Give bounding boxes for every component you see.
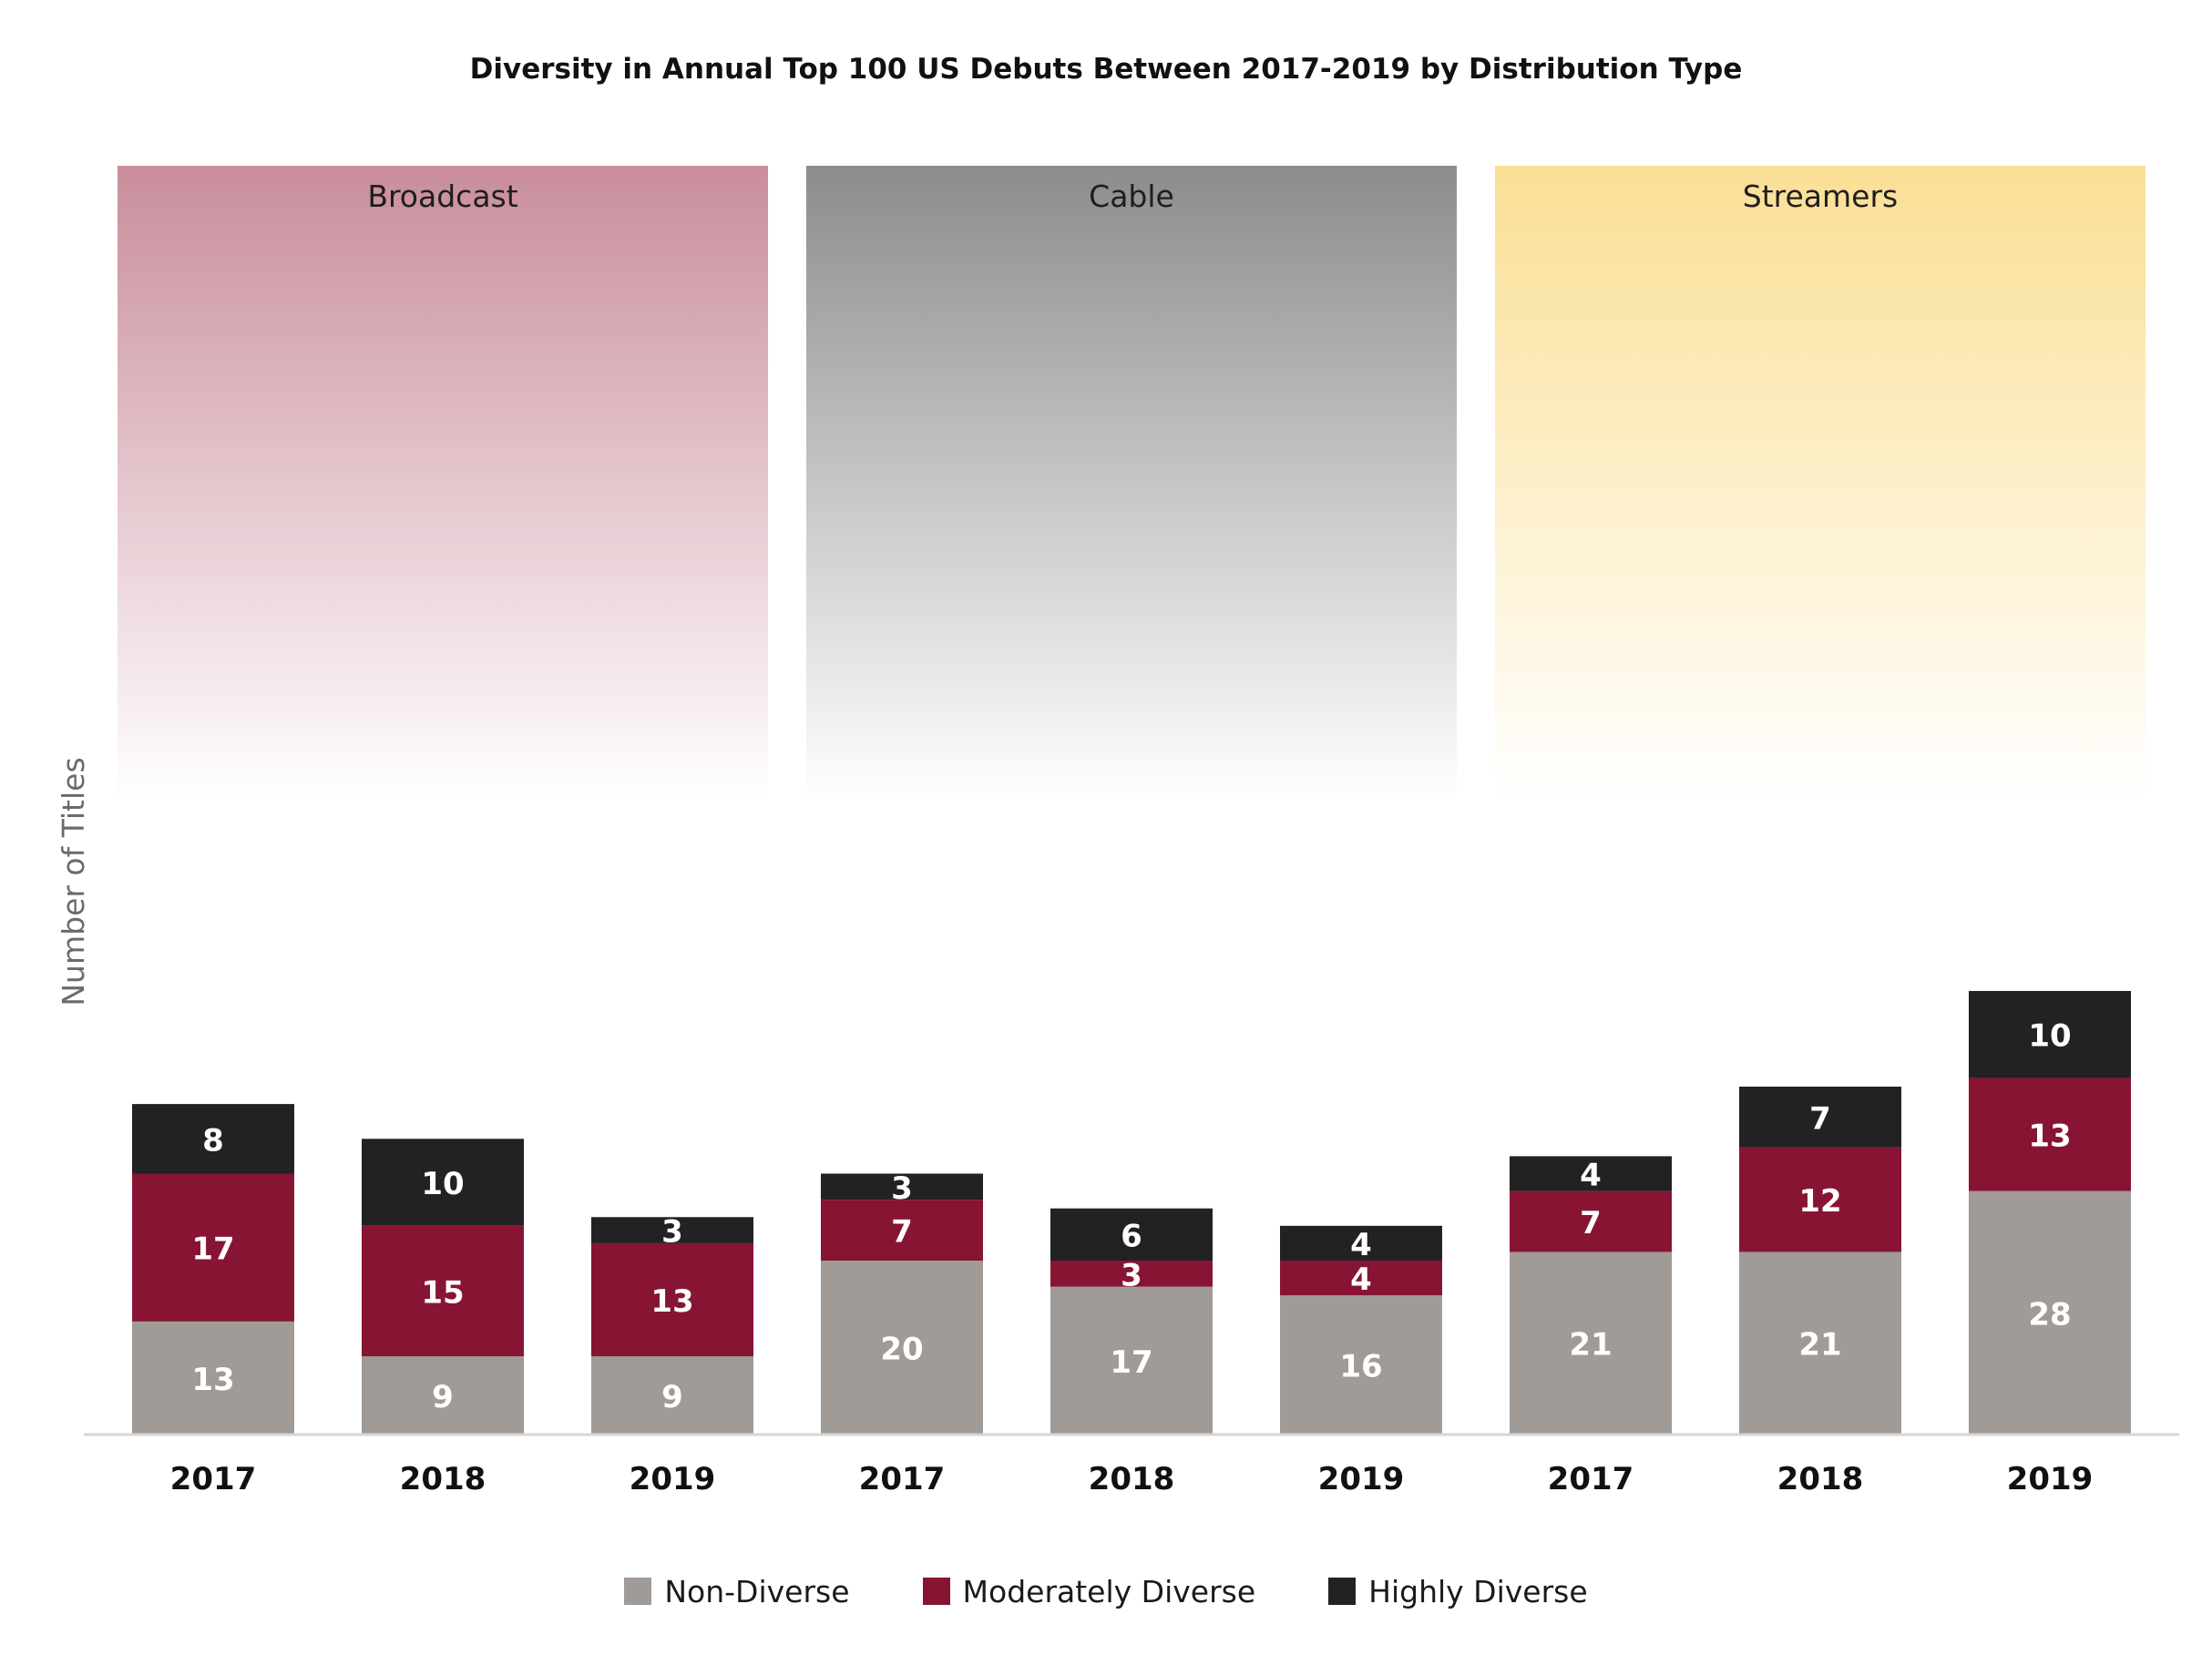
bar-segment-moderately-diverse <box>1050 1261 1213 1287</box>
bar-segment-highly-diverse <box>1280 1225 1442 1261</box>
data-label: 3 <box>661 1214 683 1251</box>
bar-segment-moderately-diverse <box>132 1173 294 1322</box>
data-label: 7 <box>1809 1100 1831 1137</box>
legend-label: Moderately Diverse <box>962 1573 1256 1609</box>
bar-segment-highly-diverse <box>132 1104 294 1174</box>
legend-item-moderately-diverse: Moderately Diverse <box>922 1573 1256 1609</box>
group-background-streamers <box>1495 166 2145 802</box>
data-label: 3 <box>891 1170 913 1207</box>
x-tick-label: 2019 <box>630 1461 716 1497</box>
bar-segment-highly-diverse <box>1050 1208 1213 1261</box>
data-label: 9 <box>661 1379 683 1415</box>
bar-segment-moderately-diverse <box>1739 1147 1901 1252</box>
bar-segment-moderately-diverse <box>1280 1261 1442 1296</box>
group-background-cable <box>806 166 1457 802</box>
x-tick-label: 2018 <box>1777 1461 1864 1497</box>
bar-segment-non-diverse <box>132 1321 294 1435</box>
data-label: 16 <box>1339 1349 1382 1385</box>
x-tick-label: 2018 <box>1089 1461 1175 1497</box>
bar-segment-highly-diverse <box>1739 1087 1901 1148</box>
data-label: 9 <box>432 1379 454 1415</box>
group-label-cable: Cable <box>1089 179 1174 214</box>
bar-segment-non-diverse <box>1510 1251 1672 1435</box>
data-label: 13 <box>2028 1119 2071 1155</box>
data-label: 15 <box>421 1274 464 1311</box>
data-label: 20 <box>880 1332 923 1368</box>
legend-swatch <box>922 1578 950 1605</box>
bar-segment-highly-diverse <box>821 1173 983 1200</box>
legend-swatch <box>624 1578 652 1605</box>
bar-segment-non-diverse <box>821 1261 983 1435</box>
bar-segment-moderately-diverse <box>591 1242 753 1357</box>
x-tick-labels: 2017 2018 2019 2017 2018 2019 2017 2018 2019 <box>170 1461 2094 1497</box>
bar-segment-moderately-diverse <box>821 1200 983 1261</box>
chart-title: Diversity in Annual Top 100 US Debuts Be… <box>469 53 1743 86</box>
group-backgrounds: Broadcast Cable Streamers <box>118 166 2145 802</box>
legend-label: Highly Diverse <box>1368 1573 1588 1609</box>
data-label: 7 <box>1580 1205 1602 1241</box>
data-label: 4 <box>1580 1158 1602 1194</box>
x-tick-label: 2019 <box>2007 1461 2094 1497</box>
bar-segment-non-diverse <box>362 1356 524 1435</box>
bar-segment-moderately-diverse <box>1510 1190 1672 1252</box>
bar-segment-non-diverse <box>591 1356 753 1435</box>
data-label: 10 <box>421 1166 464 1202</box>
bar-segment-highly-diverse <box>1510 1156 1672 1191</box>
x-tick-label: 2017 <box>170 1461 257 1497</box>
group-label-broadcast: Broadcast <box>367 179 517 214</box>
data-label: 4 <box>1350 1227 1372 1263</box>
data-label: 21 <box>1798 1327 1841 1364</box>
group-label-streamers: Streamers <box>1743 179 1898 214</box>
bar-segment-highly-diverse <box>1969 990 2131 1078</box>
x-tick-label: 2017 <box>1548 1461 1634 1497</box>
bar-segment-moderately-diverse <box>362 1225 524 1357</box>
data-label: 7 <box>891 1214 913 1251</box>
data-label: 3 <box>1121 1257 1142 1293</box>
bar-segment-non-diverse <box>1969 1190 2131 1435</box>
x-tick-label: 2018 <box>400 1461 486 1497</box>
data-label: 13 <box>650 1283 693 1320</box>
data-label: 8 <box>202 1122 224 1159</box>
bar-segment-highly-diverse <box>591 1217 753 1243</box>
bars: 1317891510913320731736164421742112728131… <box>132 990 2131 1435</box>
data-label: 6 <box>1121 1218 1142 1254</box>
legend-item-highly-diverse: Highly Diverse <box>1328 1574 1588 1609</box>
data-label: 17 <box>1110 1344 1152 1381</box>
data-label: 13 <box>191 1362 234 1398</box>
bar-segment-non-diverse <box>1739 1251 1901 1435</box>
bar-segment-highly-diverse <box>362 1139 524 1226</box>
legend: Non-Diverse Moderately Diverse Highly Dive… <box>0 1568 2212 1614</box>
x-tick-label: 2017 <box>859 1461 946 1497</box>
bar-segment-moderately-diverse <box>1969 1078 2131 1191</box>
bar-segment-non-diverse <box>1050 1286 1213 1435</box>
bar-segment-non-diverse <box>1280 1295 1442 1435</box>
data-label: 17 <box>191 1231 234 1268</box>
data-label: 12 <box>1798 1183 1841 1220</box>
data-label: 28 <box>2028 1296 2071 1333</box>
data-label: 21 <box>1569 1327 1612 1364</box>
legend-item-non-diverse: Non-Diverse <box>624 1573 850 1609</box>
legend-swatch <box>1328 1578 1357 1605</box>
legend-label: Non-Diverse <box>664 1573 850 1609</box>
y-axis-label: Number of Titles <box>56 757 91 1006</box>
group-background-broadcast <box>118 166 768 802</box>
data-label: 10 <box>2028 1018 2071 1055</box>
x-tick-label: 2019 <box>1318 1461 1405 1497</box>
data-label: 4 <box>1350 1262 1372 1298</box>
